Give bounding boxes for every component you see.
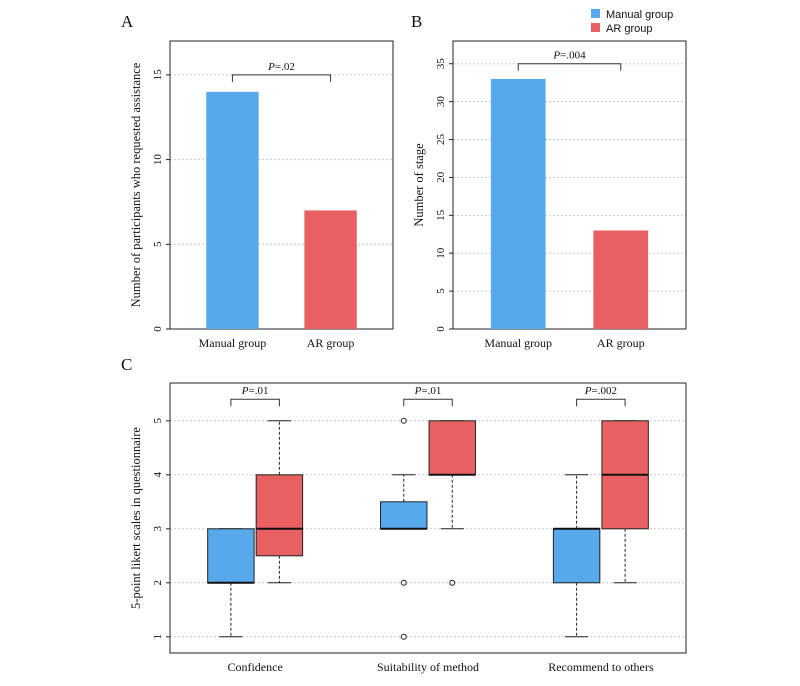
- legend: Manual group AR group: [591, 9, 673, 35]
- panel-c-manual-group-suitability-of-method-outlier: [400, 417, 407, 424]
- panel-b-ytick-label: 15: [435, 209, 447, 221]
- legend-swatch-manual: [591, 9, 600, 18]
- panel-c-manual-group-suitability-of-method-outlier: [400, 579, 407, 586]
- panel-c-ylabel: 5-point likert scales in questionnaire: [129, 427, 143, 609]
- panel-b-p-value: P=.004: [552, 50, 586, 62]
- panel-b-ytick-label: 5: [435, 288, 447, 294]
- panel-c-manual-group-recommend-to-others-box: [552, 528, 601, 584]
- panel-b-bar-ar-group: [593, 230, 649, 329]
- panel-c-significance-bracket: [576, 398, 626, 407]
- panel-a-bar-manual-group: [206, 91, 259, 329]
- legend-swatch-ar: [591, 23, 600, 32]
- panel-c-ar-group-suitability-of-method-box: [428, 420, 476, 476]
- panel-b-ytick-label: 10: [435, 247, 447, 258]
- panel-b-ytick-label: 30: [435, 96, 447, 108]
- panel-c-significance-bracket: [403, 398, 453, 407]
- panel-a-frame: [169, 40, 394, 330]
- panel-b-ytick-label: 35: [435, 58, 447, 70]
- panel-c-xtick-label: Confidence: [227, 660, 282, 674]
- panel-c-xtick-label: Recommend to others: [548, 660, 654, 674]
- panel-c-manual-group-confidence-box: [207, 528, 255, 584]
- panel-b-bar-manual-group: [490, 78, 546, 329]
- panel-c-p-value: P=.01: [414, 385, 442, 397]
- panel-c-frame: [169, 382, 687, 654]
- legend-label-ar: AR group: [606, 23, 652, 35]
- panel-b-ylabel: Number of stage: [412, 143, 426, 227]
- panel-c-manual-group-suitability-of-method-box: [380, 501, 428, 530]
- panel-a-p-value: P=.02: [267, 61, 295, 73]
- panel-b-ytick-label: 20: [435, 171, 447, 183]
- panel-a-bar-chart: 0 5 10 15 Manual group AR group Number of part…: [129, 40, 394, 350]
- panel-c-ytick-label: 2: [152, 580, 164, 586]
- legend-label-manual: Manual group: [606, 9, 673, 21]
- panel-letter-c: C: [121, 355, 132, 374]
- panel-c-p-value: P=.01: [241, 385, 269, 397]
- panel-b-ytick-label: 0: [435, 326, 447, 332]
- panel-a-ytick-label: 10: [152, 154, 164, 166]
- panel-b-bar-chart: 0 5 10 15 20 25 30 35 Manual group AR group Number…: [412, 40, 687, 350]
- panel-b-ytick-label: 25: [435, 134, 447, 146]
- panel-c-ar-group-confidence-box: [255, 474, 304, 557]
- panel-letter-a: A: [121, 12, 134, 31]
- panel-c-box-plot: 1 2 3 4 5 Confidence Suitability of method Reco…: [129, 382, 687, 674]
- panel-b-xtick-label: AR group: [597, 336, 645, 350]
- panel-a-significance-bracket: [231, 74, 332, 82]
- panel-a-ytick-label: 0: [152, 326, 164, 332]
- panel-a-xtick-label: Manual group: [199, 336, 267, 350]
- panel-c-ytick-label: 3: [152, 526, 164, 532]
- panel-b-frame: [452, 40, 687, 330]
- panel-c-xtick-label: Suitability of method: [377, 660, 479, 674]
- panel-b-xtick-label: Manual group: [484, 336, 552, 350]
- panel-c-p-value: P=.002: [584, 385, 617, 397]
- panel-a-xtick-label: AR group: [307, 336, 355, 350]
- panel-a-bar-ar-group: [304, 210, 357, 329]
- panel-letter-b: B: [411, 12, 422, 31]
- panel-c-ytick-label: 1: [152, 634, 164, 640]
- panel-b-significance-bracket: [517, 63, 622, 71]
- panel-c-ytick-label: 5: [152, 418, 164, 424]
- panel-a-ytick-label: 15: [152, 69, 164, 81]
- panel-c-significance-bracket: [230, 398, 280, 407]
- panel-c-ar-group-suitability-of-method-outlier: [449, 579, 456, 586]
- panel-c-ytick-label: 4: [152, 472, 164, 478]
- panel-a-ytick-label: 5: [152, 241, 164, 247]
- panel-c-manual-group-suitability-of-method-outlier: [400, 633, 407, 640]
- panel-a-ylabel: Number of participants who requested ass…: [129, 62, 143, 307]
